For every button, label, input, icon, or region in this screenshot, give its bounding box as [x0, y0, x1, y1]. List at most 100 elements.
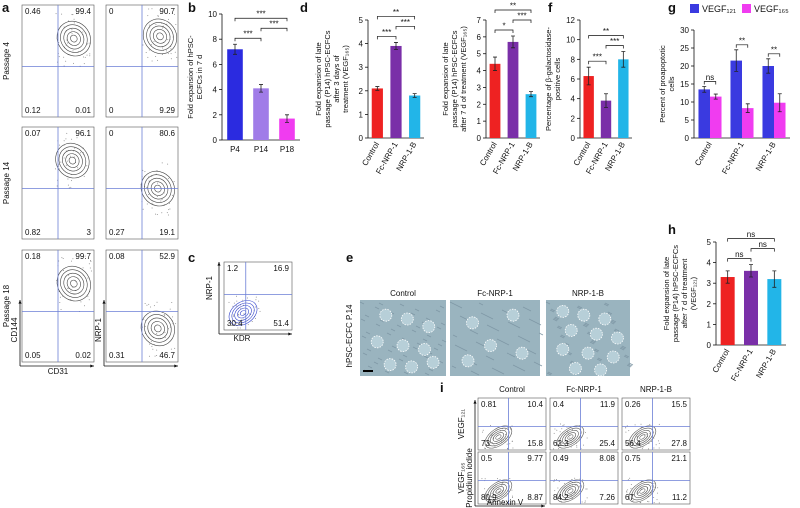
flow-dot [156, 213, 158, 215]
quadrant-value: 96.1 [75, 129, 91, 138]
cell-texture [384, 370, 390, 374]
y-tick-label: 0 [359, 134, 364, 143]
flow-contour [144, 314, 172, 343]
significance-bracket [512, 19, 532, 24]
colony-outline [611, 331, 624, 345]
flow-dot [491, 441, 493, 443]
error-bar [259, 84, 263, 93]
flow-dot [557, 487, 559, 489]
error-bar [511, 35, 515, 49]
bar [730, 60, 742, 138]
cell-texture [619, 347, 625, 351]
cell-texture [557, 325, 563, 329]
panel-label: d [300, 0, 308, 15]
flow-contour [495, 488, 502, 494]
legend-swatch [742, 4, 751, 13]
quadrant-value: 90.7 [159, 7, 175, 16]
flow-dot [626, 490, 628, 492]
flow-dot [584, 431, 586, 433]
flow-dot [637, 492, 639, 494]
flow-dot [170, 53, 172, 55]
cell-texture [583, 323, 589, 327]
flow-dot [510, 428, 512, 430]
flow-dot [89, 267, 91, 269]
bar [762, 66, 774, 138]
flow-dot [65, 138, 67, 140]
significance-label: ns [758, 240, 766, 249]
error-bar [734, 49, 739, 72]
significance-label: ns [735, 250, 743, 259]
colony-outline [594, 363, 607, 377]
y-tick-label: 2 [571, 114, 576, 123]
y-axis-label: cells [667, 76, 676, 91]
flow-dot [502, 482, 504, 484]
quadrant-value: 0.81 [481, 400, 497, 409]
y-tick-label: 20 [680, 62, 689, 71]
flow-dot [655, 444, 657, 446]
cell-texture [538, 332, 544, 336]
flow-dot [579, 486, 581, 488]
flow-dot [67, 42, 69, 44]
cell-texture [457, 305, 463, 309]
flow-dot [90, 260, 92, 262]
flow-contour [564, 486, 577, 496]
cell-texture [515, 325, 521, 329]
y-axis-label: NRP-1 [205, 275, 214, 300]
significance-bracket [260, 27, 288, 32]
cell-texture [603, 303, 609, 307]
panel-label: g [668, 0, 676, 15]
cell-texture [624, 354, 630, 358]
flow-dot [149, 343, 151, 345]
flow-dot [232, 315, 234, 317]
flow-dot [151, 60, 153, 62]
flow-plot-frame [549, 451, 619, 505]
quadrant-value: 62.3 [553, 439, 569, 448]
quadrant-value: 27.8 [671, 439, 687, 448]
cell-texture [532, 320, 538, 324]
flow-dot [239, 327, 241, 329]
cell-texture [439, 305, 445, 309]
quadrant-value: 73 [481, 439, 490, 448]
row-label: VEGF₁₂₁ [457, 409, 466, 440]
significance-label: *** [610, 37, 619, 46]
flow-dot [86, 43, 88, 45]
cell-texture [564, 342, 570, 346]
flow-contour [634, 430, 651, 444]
flow-dot [67, 178, 69, 180]
cell-texture [362, 352, 368, 356]
flow-dot [238, 313, 240, 315]
flow-dot [579, 478, 581, 480]
y-axis-label: positive cells [553, 57, 562, 100]
quadrant-value: 11.2 [672, 493, 688, 502]
flow-dot [236, 322, 238, 324]
quadrant-value: 51.4 [273, 319, 289, 328]
flow-dot [169, 202, 171, 204]
flow-dot [585, 488, 587, 490]
cell-texture [511, 323, 517, 327]
error-bar [713, 93, 718, 100]
flow-dot [148, 49, 150, 51]
y-tick-label: 5 [685, 116, 690, 125]
flow-dot [88, 299, 90, 301]
flow-dot [553, 432, 555, 434]
panel-label: f [548, 0, 553, 15]
cell-texture [428, 368, 434, 372]
y-tick-label: 10 [680, 98, 689, 107]
flow-dot [506, 443, 508, 445]
significance-label: *** [269, 20, 278, 29]
y-axis-label: CD144 [10, 317, 19, 342]
colony-outline [379, 308, 393, 322]
flow-contour [147, 317, 169, 340]
flow-dot [625, 443, 627, 445]
significance-bracket [376, 16, 416, 20]
column-title: Control [390, 289, 416, 298]
flow-contour [490, 484, 507, 498]
quadrant-value: 11.9 [600, 400, 616, 409]
significance-bracket [494, 29, 514, 34]
row-label: hPSC-ECFC P.14 [345, 304, 354, 368]
cell-texture [414, 308, 420, 312]
cell-texture [365, 331, 371, 335]
flow-dot [499, 479, 501, 481]
significance-bracket [735, 44, 749, 48]
flow-dot [560, 423, 562, 425]
